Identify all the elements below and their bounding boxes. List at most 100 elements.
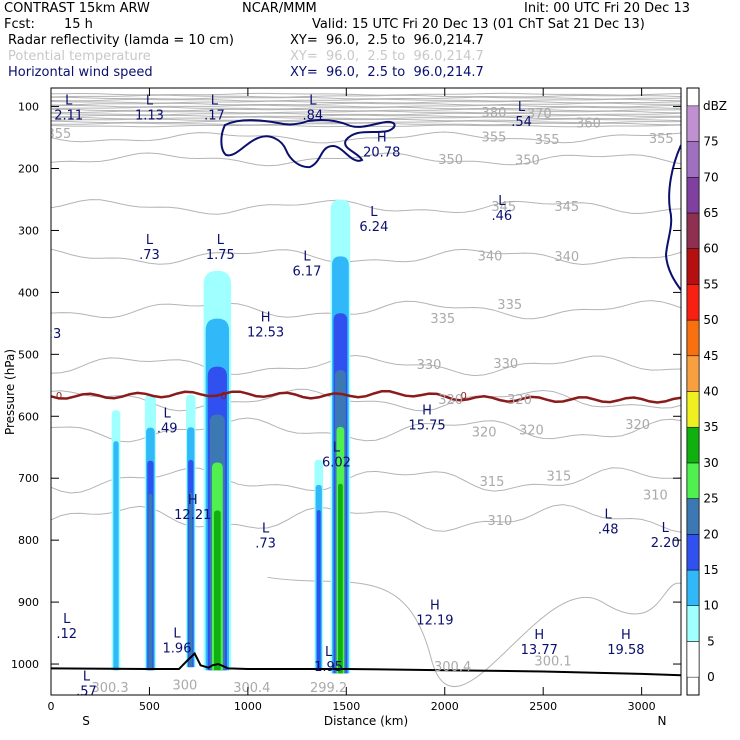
theta-contour <box>51 114 681 118</box>
theta-contour <box>51 467 681 494</box>
theta-contour <box>51 417 681 443</box>
colorbar-level-label: 15 <box>703 563 718 577</box>
theta-contour <box>51 98 681 102</box>
wind-extremum-type: H <box>430 598 440 613</box>
colorbar-level-label: 10 <box>703 599 718 613</box>
colorbar-level-label: 70 <box>703 170 718 184</box>
theta-label: 315 <box>480 475 505 490</box>
colorbar-level-label: 40 <box>703 385 718 399</box>
wind-extremum-value: .49 <box>157 421 178 436</box>
theta-label: 330 <box>493 357 518 372</box>
wind-extremum-type: L <box>498 194 506 209</box>
field-xy-wind: XY= 96.0, 2.5 to 96.0,214.7 <box>290 65 484 80</box>
wind-extremum-value: .12 <box>56 627 77 642</box>
field-xy-theta: XY= 96.0, 2.5 to 96.0,214.7 <box>290 49 484 64</box>
valid-time: Valid: 15 UTC Fri 20 Dec 13 (01 ChT Sat … <box>312 17 645 32</box>
colorbar-swatch <box>686 141 700 178</box>
wind-extremum-type: L <box>605 507 613 522</box>
theta-contour <box>51 94 681 98</box>
wind-extremum-type: L <box>63 612 71 627</box>
field-name-reflectivity: Radar reflectivity (lamda = 10 cm) <box>8 33 234 48</box>
wind-extremum-value: 1.95 <box>314 660 343 675</box>
wind-extremum-value: .84 <box>303 109 324 124</box>
reflectivity-cell <box>338 483 343 674</box>
colorbar-swatch <box>686 534 700 571</box>
colorbar-swatch <box>686 177 700 214</box>
wind-extremum-type: L <box>325 645 333 660</box>
theta-label: 380 <box>482 106 507 121</box>
theta-contour <box>51 102 681 106</box>
wind-extremum-type: L <box>217 233 225 248</box>
terrain-surface <box>51 651 681 677</box>
colorbar-level-label: 55 <box>703 277 718 291</box>
theta-labels: 380 370 360 355 355 355 355 350 350 345 345 340 340 3… <box>46 106 674 696</box>
colorbar-level-label: 45 <box>703 349 718 363</box>
colorbar-swatch <box>686 284 700 321</box>
reflectivity-cell <box>189 492 193 668</box>
theta-contour <box>51 131 681 144</box>
wind-extremum-type: L <box>211 94 219 109</box>
colorbar-swatch <box>686 569 700 606</box>
y-tick-label: 1000 <box>11 658 39 671</box>
colorbar-swatch <box>686 355 700 392</box>
wind-extremum-value: .57 <box>76 685 97 700</box>
wind-extremum-type: L <box>164 406 172 421</box>
theta-label: 340 <box>478 249 503 264</box>
colorbar-swatch <box>686 462 700 499</box>
theta-label: 320 <box>625 418 650 433</box>
theta-contour <box>51 120 681 124</box>
colorbar-level-label: 20 <box>703 527 718 541</box>
init-time: Init: 00 UTC Fri 20 Dec 13 <box>524 1 690 16</box>
wind-extremum-type: H <box>422 403 432 418</box>
x-tick-label: 2000 <box>431 700 459 713</box>
wind-extremum-value: .54 <box>511 115 532 130</box>
wind-extremum-value: 12.21 <box>174 508 211 523</box>
wind-extremum-value: 6.24 <box>359 220 388 235</box>
x-axis-label: Distance (km) <box>324 714 408 728</box>
theta-label: 355 <box>46 127 71 142</box>
wind-extremum-type: L <box>83 670 91 685</box>
colorbar-swatch <box>686 641 700 678</box>
theta-label: 300.3 <box>91 681 128 696</box>
colorbar-level-label: 0 <box>707 670 715 684</box>
wind-extremum-value: 15.75 <box>408 418 445 433</box>
wind-extremum-type: L <box>662 521 670 536</box>
freezing-level-line <box>51 389 681 404</box>
wind-extremum-value: 2.20 <box>651 536 680 551</box>
field-name-theta: Potential temperature <box>8 49 151 64</box>
x-axis-south-label: S <box>82 714 90 728</box>
theta-label: 300.4 <box>233 681 270 696</box>
theta-label: 320 <box>519 424 544 439</box>
reflectivity-cell <box>316 510 321 671</box>
wind-extremum-type: H <box>621 628 631 643</box>
wind-extremum-value: 6.17 <box>292 265 321 280</box>
y-tick-label: 400 <box>18 286 39 299</box>
theta-contour <box>51 122 681 126</box>
wind-extremum-type: L <box>370 205 378 220</box>
colorbar-swatch <box>686 248 700 285</box>
wind-extremum-value: .46 <box>492 209 513 224</box>
theta-contour <box>51 112 681 116</box>
wind-extremum-value: 6.02 <box>322 455 351 470</box>
colorbar-level-label: 35 <box>703 420 718 434</box>
wind-extremum-type: H <box>534 628 544 643</box>
theta-label: 300 <box>172 679 197 694</box>
x-axis: 0 500 1000 1500 2000 2500 3000 <box>48 88 656 713</box>
y-tick-label: 600 <box>18 410 39 423</box>
theta-contour-lines <box>51 92 681 688</box>
y-axis-label: Pressure (hPa) <box>3 349 17 435</box>
theta-contour <box>51 199 681 215</box>
wind-extrema-labels: L2.11L1.13L.17L.84L.54H20.78L.46L6.24L.7… <box>51 94 680 700</box>
reflectivity-cell <box>214 510 221 671</box>
wind-extremum-value: 12.53 <box>247 325 284 340</box>
theta-label: 330 <box>417 358 442 373</box>
theta-label: 355 <box>649 132 674 147</box>
colorbar-swatch <box>686 212 700 249</box>
wind-speed-contours <box>220 119 681 291</box>
wind-extremum-type: L <box>146 94 154 109</box>
colorbar-swatch <box>686 319 700 357</box>
reflectivity-cell <box>148 493 153 671</box>
theta-contour <box>51 118 681 122</box>
wind-extremum-type: L <box>173 626 181 641</box>
field-name-wind: Horizontal wind speed <box>8 65 153 80</box>
